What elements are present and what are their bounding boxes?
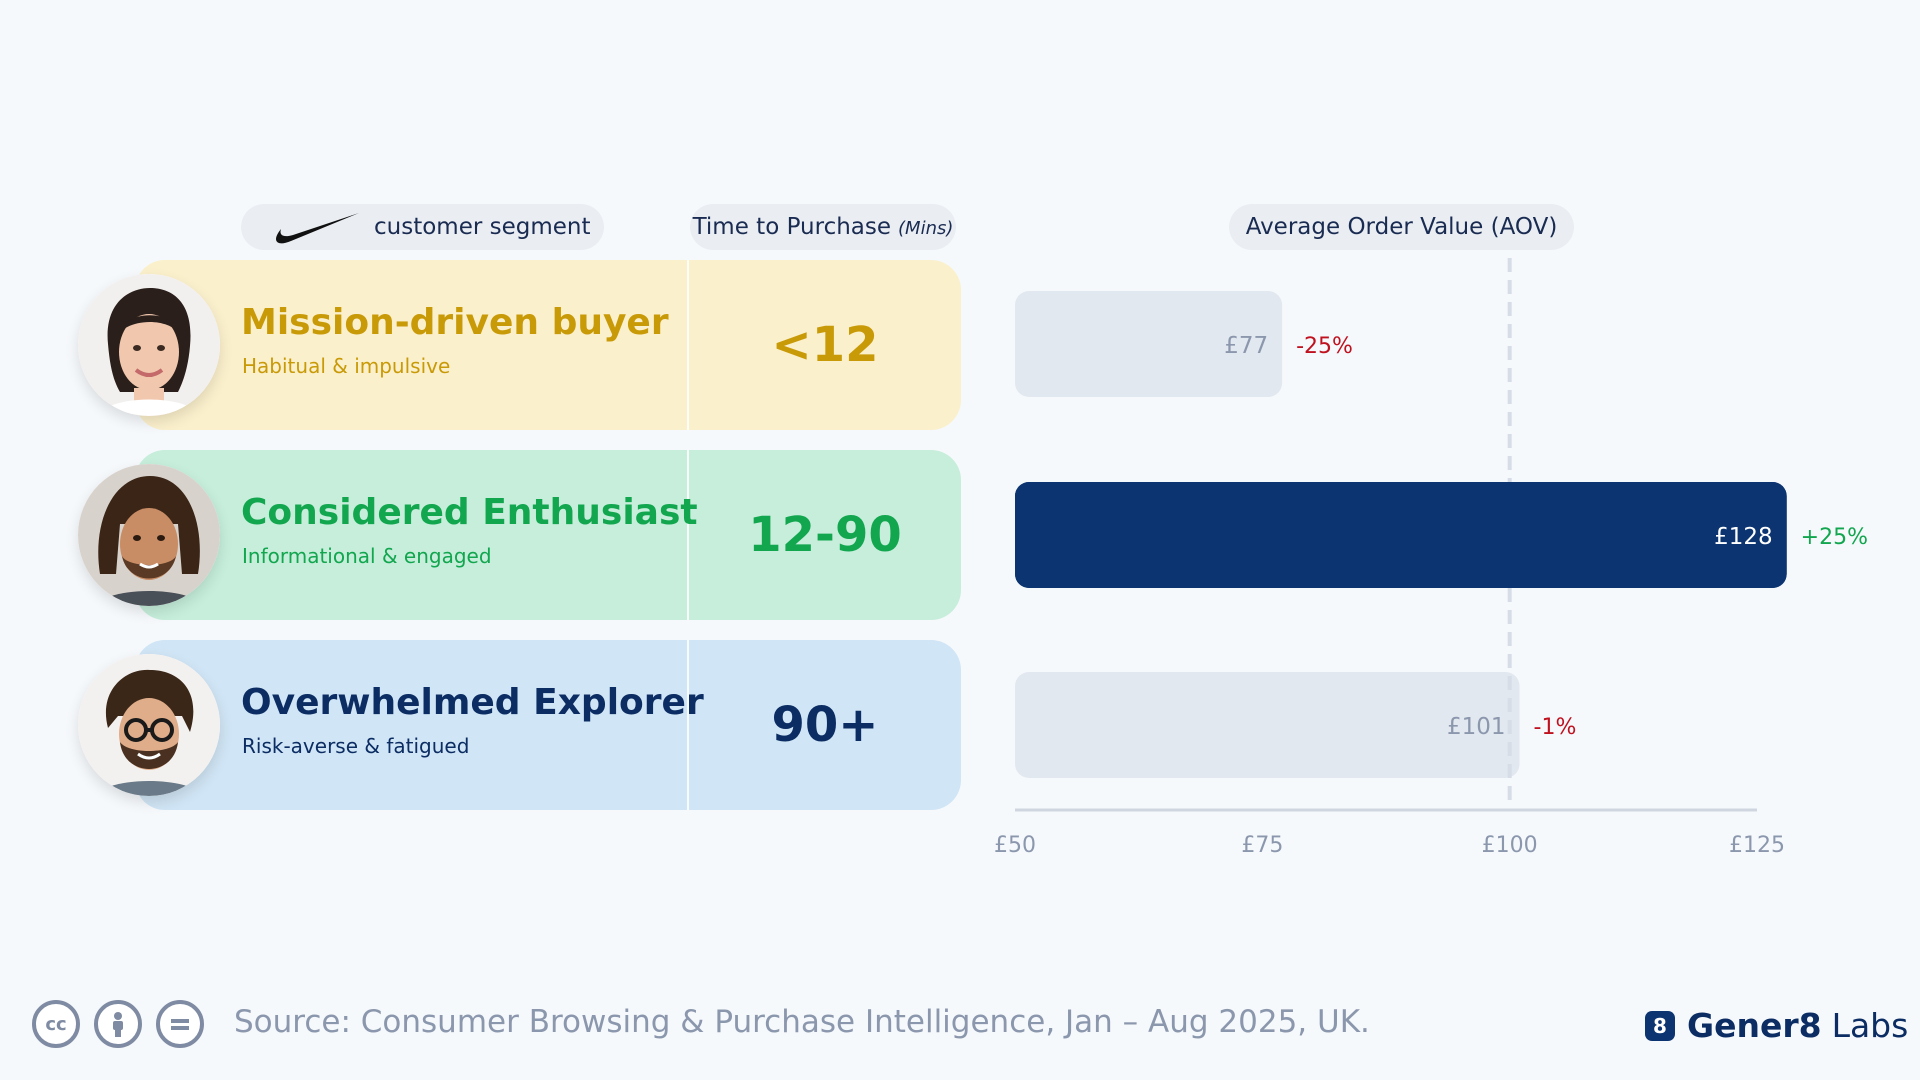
man-glasses-portrait-icon xyxy=(78,654,220,796)
segment-row-mission-driven: Mission-driven buyer Habitual & impulsiv… xyxy=(135,260,961,430)
segment-row-overwhelmed-explorer: Overwhelmed Explorer Risk-averse & fatig… xyxy=(135,640,961,810)
x-tick-label: £125 xyxy=(1729,833,1785,858)
nike-swoosh-icon xyxy=(276,213,359,244)
cc-icon: cc xyxy=(32,1000,80,1048)
aov-bar-highlight xyxy=(1015,482,1787,588)
aov-bar xyxy=(1015,672,1520,778)
row-divider xyxy=(687,260,689,430)
aov-value-label: £101 xyxy=(1447,714,1506,740)
woman-portrait-icon xyxy=(78,274,220,416)
aov-delta-label: -25% xyxy=(1296,334,1353,359)
x-tick-label: £50 xyxy=(994,833,1036,858)
time-header-unit: (Mins) xyxy=(898,218,954,239)
time-header-label: Time to Purchase xyxy=(692,214,892,240)
no-derivatives-icon xyxy=(156,1000,204,1048)
row-divider xyxy=(687,450,689,620)
segment-subtitle: Habitual & impulsive xyxy=(242,354,451,378)
license-icons: cc xyxy=(32,1000,204,1048)
man-dreadlocks-portrait-icon xyxy=(78,464,220,606)
segment-header: customer segment xyxy=(241,204,604,250)
segment-subtitle: Informational & engaged xyxy=(242,544,492,568)
x-tick-label: £100 xyxy=(1482,833,1538,858)
aov-bar-chart: £77 -25% £128 +25% £101 -1% £50 £75 £100 £125 xyxy=(994,258,1868,858)
time-header: Time to Purchase (Mins) xyxy=(690,204,956,250)
segment-subtitle: Risk-averse & fatigued xyxy=(242,734,470,758)
aov-header: Average Order Value (AOV) xyxy=(1229,204,1574,250)
row-divider xyxy=(687,640,689,810)
avatar-considered-enthusiast xyxy=(78,464,220,606)
attribution-icon xyxy=(94,1000,142,1048)
avatar-overwhelmed-explorer xyxy=(78,654,220,796)
time-to-purchase-value: 90+ xyxy=(771,697,879,753)
aov-value-label: £128 xyxy=(1714,524,1773,550)
source-note: Source: Consumer Browsing & Purchase Int… xyxy=(234,1004,1370,1040)
aov-value-label: £77 xyxy=(1224,333,1268,359)
time-to-purchase-value: <12 xyxy=(771,317,879,373)
aov-bar xyxy=(1015,291,1283,397)
segment-name: Considered Enthusiast xyxy=(241,492,698,533)
brand-name: Gener8 xyxy=(1687,1006,1822,1045)
aov-delta-label: -1% xyxy=(1534,715,1577,740)
segment-row-considered-enthusiast: Considered Enthusiast Informational & en… xyxy=(135,450,961,620)
brand-suffix: Labs xyxy=(1831,1006,1909,1045)
avatar-mission-driven-buyer xyxy=(78,274,220,416)
segment-name: Overwhelmed Explorer xyxy=(241,682,704,723)
brand-logo: 8 Gener8 Labs xyxy=(1645,1006,1908,1045)
segment-name: Mission-driven buyer xyxy=(241,302,669,343)
aov-delta-label: +25% xyxy=(1801,525,1868,550)
segment-header-label: customer segment xyxy=(374,214,591,240)
x-tick-label: £75 xyxy=(1241,833,1283,858)
aov-header-label: Average Order Value (AOV) xyxy=(1245,214,1558,240)
gener8-logo-icon: 8 xyxy=(1645,1010,1675,1041)
time-to-purchase-value: 12-90 xyxy=(748,507,902,563)
